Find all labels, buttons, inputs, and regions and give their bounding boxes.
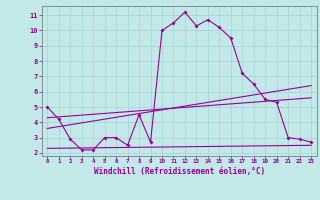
- X-axis label: Windchill (Refroidissement éolien,°C): Windchill (Refroidissement éolien,°C): [94, 167, 265, 176]
